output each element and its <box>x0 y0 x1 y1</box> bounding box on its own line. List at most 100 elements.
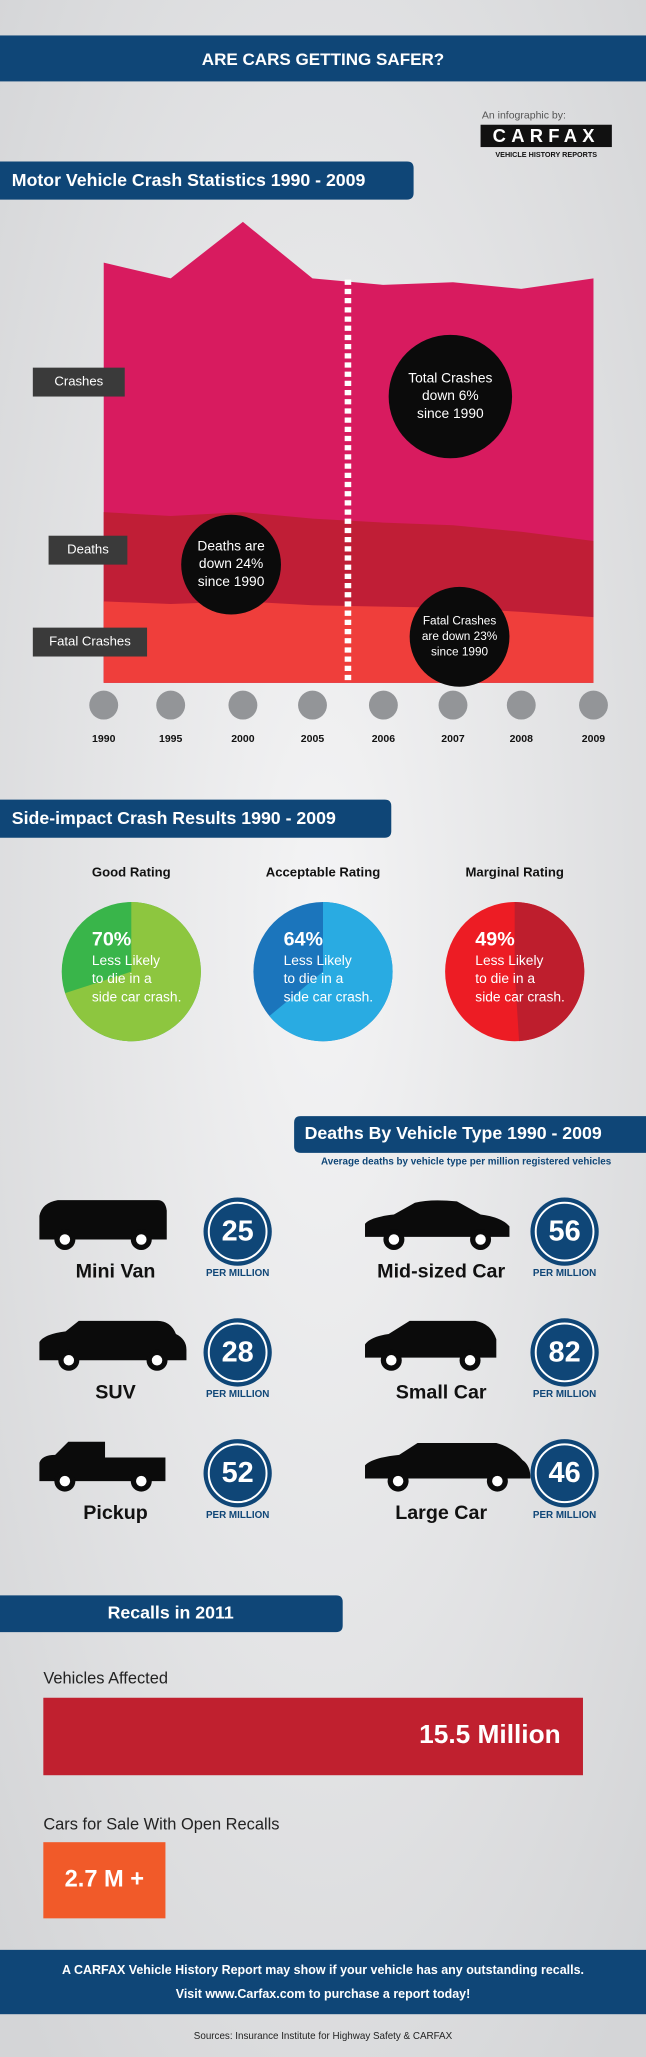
pie-slice <box>269 902 393 1042</box>
rating-text: Less Likely <box>475 953 543 968</box>
footer-bar <box>0 1949 646 2015</box>
year-label: 1995 <box>159 733 183 745</box>
recall-label: Vehicles Affected <box>43 1670 168 1688</box>
rim <box>136 1234 147 1245</box>
recall-value: 15.5 Million <box>419 1719 560 1749</box>
year-dot <box>156 690 186 720</box>
callout-text: since 1990 <box>431 644 488 658</box>
unit-label: PER MILLION <box>206 1510 269 1521</box>
pie-slice <box>65 902 201 1042</box>
vehicle-body <box>365 1200 510 1237</box>
rim <box>59 1234 71 1245</box>
unit-label: PER MILLION <box>206 1389 269 1400</box>
year-dot <box>579 690 608 720</box>
logo-box <box>480 124 612 148</box>
rating-text: side car crash. <box>284 990 374 1005</box>
label-box <box>32 627 148 657</box>
title-bar <box>0 35 646 82</box>
rim <box>63 1355 75 1366</box>
callout-text: down 6% <box>422 388 479 403</box>
year-label: 1990 <box>92 733 116 745</box>
recall-bar <box>43 1842 166 1919</box>
value-ring-inner <box>207 1201 268 1262</box>
year-label: 2009 <box>582 733 606 745</box>
value-ring-inner <box>207 1322 268 1383</box>
callout-text: down 24% <box>199 556 263 571</box>
section-title: Deaths By Vehicle Type 1990 - 2009 <box>305 1123 602 1143</box>
rating-name: Marginal Rating <box>465 865 563 880</box>
year-label: 2006 <box>372 733 396 745</box>
rating-text: to die in a <box>284 971 344 986</box>
year-dot <box>368 690 398 720</box>
year-dot <box>298 690 327 720</box>
callout-text: Fatal Crashes <box>423 614 497 628</box>
rating-text: Less Likely <box>92 953 160 968</box>
callout-text: are down 23% <box>422 629 498 643</box>
vehicle-name: Large Car <box>395 1502 487 1524</box>
rim <box>464 1355 476 1366</box>
callout-text: since 1990 <box>417 406 484 421</box>
vehicle-body <box>365 1443 531 1479</box>
recall-label: Cars for Sale With Open Recalls <box>43 1815 279 1833</box>
section-bar <box>0 1595 343 1633</box>
recall-bar <box>43 1697 583 1776</box>
unit-label: PER MILLION <box>533 1510 596 1521</box>
recall-value: 2.7 M + <box>65 1866 144 1892</box>
label-box <box>32 367 125 397</box>
callout-circle <box>181 514 281 615</box>
sources: Sources: Insurance Institute for Highway… <box>194 2031 453 2042</box>
title: ARE CARS GETTING SAFER? <box>202 50 444 69</box>
unit-label: PER MILLION <box>533 1268 596 1279</box>
rim <box>59 1475 71 1487</box>
vehicle-value: 46 <box>549 1457 581 1489</box>
vehicle-body <box>39 1200 167 1240</box>
rating-text: side car crash. <box>475 990 565 1005</box>
callout-circle <box>388 334 513 459</box>
callout-text: Deaths are <box>197 538 265 553</box>
value-ring-inner <box>534 1443 595 1504</box>
rating-text: Less Likely <box>284 953 352 968</box>
rating-name: Acceptable Rating <box>266 865 381 880</box>
section-subtitle: Average deaths by vehicle type per milli… <box>321 1157 612 1168</box>
vehicle-value: 52 <box>222 1457 254 1489</box>
vehicle-body <box>39 1441 166 1482</box>
rating-percent: 70% <box>92 928 131 950</box>
rim <box>388 1234 400 1245</box>
value-ring-inner <box>207 1443 268 1504</box>
vehicle-body <box>365 1320 497 1358</box>
vehicle-value: 28 <box>222 1336 254 1368</box>
section-bar <box>294 1116 646 1153</box>
rating-percent: 49% <box>475 928 514 950</box>
section-title: Side-impact Crash Results 1990 - 2009 <box>12 808 336 828</box>
section-title: Motor Vehicle Crash Statistics 1990 - 20… <box>12 170 366 190</box>
vehicle-body <box>39 1320 187 1361</box>
rating-text: side car crash. <box>92 990 182 1005</box>
rim <box>392 1475 404 1487</box>
vehicle-value: 25 <box>222 1216 254 1248</box>
logo-tagline: VEHICLE HISTORY REPORTS <box>495 150 597 159</box>
vehicle-icon <box>365 1320 497 1371</box>
vehicle-name: Mini Van <box>76 1261 156 1283</box>
value-ring-inner <box>534 1201 595 1262</box>
series-label: Fatal Crashes <box>49 634 131 649</box>
vehicle-icon <box>39 1320 187 1371</box>
year-label: 2008 <box>510 733 534 745</box>
section-bar <box>0 161 414 200</box>
section-title: Recalls in 2011 <box>108 1602 234 1622</box>
year-dot <box>438 690 468 720</box>
rating-text: to die in a <box>92 971 152 986</box>
year-dot <box>506 690 536 720</box>
vehicle-icon <box>365 1200 510 1251</box>
logo: CARFAX <box>493 125 600 146</box>
vehicle-value: 82 <box>549 1336 581 1368</box>
pie-slice <box>514 902 585 1042</box>
series-label: Crashes <box>54 374 103 389</box>
year-dot <box>89 690 119 720</box>
callout-circle <box>409 586 510 687</box>
vehicle-icon <box>365 1443 531 1492</box>
rim <box>151 1355 163 1366</box>
unit-label: PER MILLION <box>206 1268 269 1279</box>
label-box <box>48 535 128 565</box>
rating-text: to die in a <box>475 971 535 986</box>
